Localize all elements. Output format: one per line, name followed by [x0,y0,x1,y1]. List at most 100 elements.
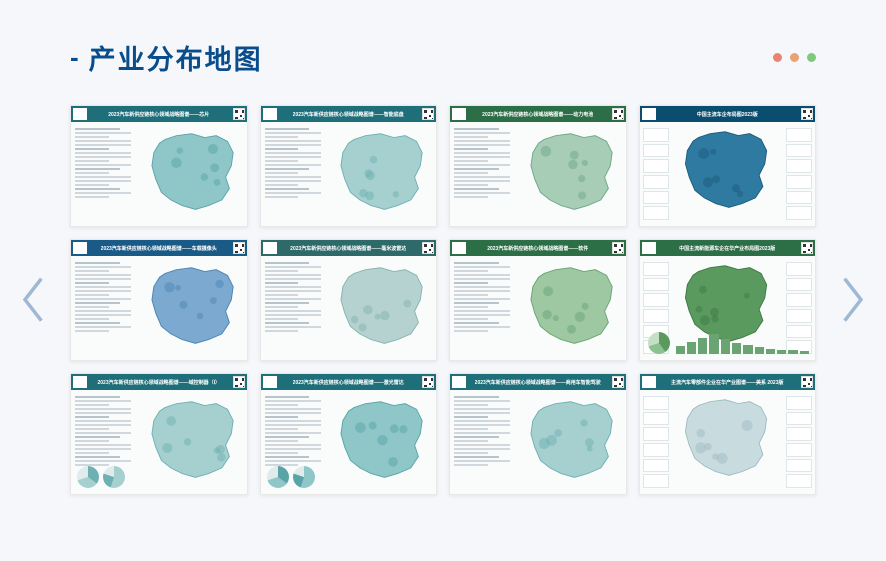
window-dots [773,53,816,62]
dot-orange [790,53,799,62]
china-map-icon [335,130,430,215]
bar-chart-icon [676,332,810,354]
card-body [450,122,626,226]
card-title: 主流汽车零部件企业在华产业图谱——美系 2023版 [671,379,784,386]
map-card[interactable]: 中国主流新能源车企在华产业布局图2023版 [639,239,817,361]
qr-icon [612,242,624,254]
card-logo [452,376,466,388]
card-title: 2023汽车新供应链核心领域战略图谱——激光雷达 [293,379,404,386]
qr-icon [422,108,434,120]
card-logo [452,108,466,120]
map-card[interactable]: 2023汽车新供应链核心领域战略图谱——毫米波雷达 [260,239,438,361]
card-logo [263,376,277,388]
card-header: 2023汽车新供应链核心领域战略图谱——毫米波雷达 [261,240,437,256]
card-logo [73,108,87,120]
dot-red [773,53,782,62]
legend-column [643,396,669,488]
china-map-icon [335,398,430,483]
card-header: 中国主流新能源车企在华产业布局图2023版 [640,240,816,256]
card-body [261,256,437,360]
map-card[interactable]: 2023汽车新供应链核心领域战略图谱——激光雷达 [260,373,438,495]
card-title: 2023汽车新供应链核心领域战略图谱——动力电池 [482,111,593,118]
data-table-placeholder [454,262,510,356]
qr-icon [612,376,624,388]
card-header: 2023汽车新供应链核心领域战略图谱——芯片 [71,106,247,122]
card-body [450,256,626,360]
china-map-icon [335,264,430,349]
data-table-placeholder [265,128,321,222]
china-map-icon [672,396,782,481]
card-title: 2023汽车新供应链核心领域战略图谱——商用车智能驾驶 [475,379,601,386]
chevron-left-icon [18,274,46,325]
card-logo [73,242,87,254]
card-body [261,390,437,494]
map-card[interactable]: 2023汽车新供应链核心领域战略图谱——域控制器（I） [70,373,248,495]
china-map-icon [525,398,620,483]
qr-icon [801,376,813,388]
legend-column [643,128,669,220]
next-button[interactable] [840,274,868,326]
map-card[interactable]: 2023汽车新供应链核心领域战略图谱——软件 [449,239,627,361]
map-card[interactable]: 2023汽车新供应链核心领域战略图谱——动力电池 [449,105,627,227]
qr-icon [233,242,245,254]
data-table-placeholder [75,128,131,222]
card-header: 2023汽车新供应链核心领域战略图谱——软件 [450,240,626,256]
china-map-icon [525,264,620,349]
card-logo [263,242,277,254]
card-header: 2023汽车新供应链核心领域战略图谱——动力电池 [450,106,626,122]
map-card[interactable]: 2023汽车新供应链核心领域战略图谱——芯片 [70,105,248,227]
data-table-placeholder [454,396,510,490]
map-card[interactable]: 2023汽车新供应链核心领域战略图谱——车载摄像头 [70,239,248,361]
card-logo [642,376,656,388]
card-body [71,390,247,494]
prev-button[interactable] [18,274,46,326]
qr-icon [233,376,245,388]
title-prefix: - [70,42,79,73]
card-header: 主流汽车零部件企业在华产业图谱——美系 2023版 [640,374,816,390]
pie-chart-icon [648,332,670,354]
card-title: 2023汽车新供应链核心领域战略图谱——域控制器（I） [97,379,220,386]
card-body [640,122,816,226]
card-logo [73,376,87,388]
data-table-placeholder [75,262,131,356]
card-body [640,256,816,360]
pie-chart-icon [103,466,125,488]
card-logo [642,108,656,120]
legend-column [786,128,812,220]
map-card[interactable]: 主流汽车零部件企业在华产业图谱——美系 2023版 [639,373,817,495]
map-card[interactable]: 2023汽车新供应链核心领域战略图谱——智能底盘 [260,105,438,227]
map-card[interactable]: 中国主流车企布局图2023版 [639,105,817,227]
card-grid: 2023汽车新供应链核心领域战略图谱——芯片 2023汽车新供应链核心领域战略图谱… [70,105,816,495]
card-title: 中国主流新能源车企在华产业布局图2023版 [679,245,775,252]
legend-column [786,396,812,488]
card-body [71,122,247,226]
page-title: 产业分布地图 [89,38,263,77]
card-title: 2023汽车新供应链核心领域战略图谱——车载摄像头 [101,245,217,252]
china-map-icon [146,398,241,483]
qr-icon [612,108,624,120]
map-card[interactable]: 2023汽车新供应链核心领域战略图谱——商用车智能驾驶 [449,373,627,495]
qr-icon [233,108,245,120]
card-logo [452,242,466,254]
card-title: 中国主流车企布局图2023版 [697,111,758,118]
card-title: 2023汽车新供应链核心领域战略图谱——软件 [487,245,588,252]
card-header: 2023汽车新供应链核心领域战略图谱——智能底盘 [261,106,437,122]
card-body [640,390,816,494]
card-logo [642,242,656,254]
title-wrap: - 产业分布地图 [70,38,263,77]
data-table-placeholder [265,262,321,356]
card-title: 2023汽车新供应链核心领域战略图谱——芯片 [108,111,209,118]
china-map-icon [146,130,241,215]
chevron-right-icon [840,274,868,325]
qr-icon [801,242,813,254]
card-body [261,122,437,226]
qr-icon [422,376,434,388]
card-header: 2023汽车新供应链核心领域战略图谱——车载摄像头 [71,240,247,256]
pie-chart-icon [293,466,315,488]
card-body [450,390,626,494]
gallery: 2023汽车新供应链核心领域战略图谱——芯片 2023汽车新供应链核心领域战略图谱… [0,105,886,495]
card-header: 中国主流车企布局图2023版 [640,106,816,122]
pie-chart-icon [77,466,99,488]
china-map-icon [672,128,782,213]
data-table-placeholder [454,128,510,222]
